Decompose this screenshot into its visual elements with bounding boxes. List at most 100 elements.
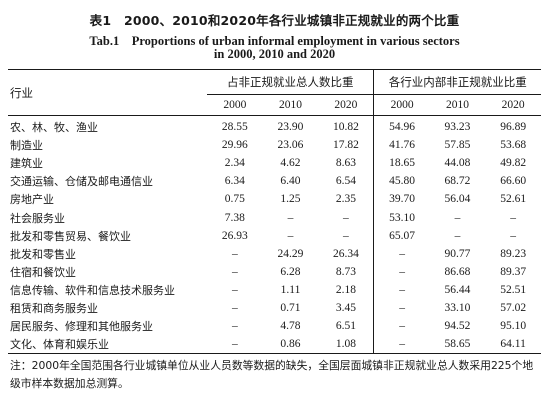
employment-table: 行业 占非正规就业总人数比重 各行业内部非正规就业比重 2000 2010 20… bbox=[8, 69, 541, 355]
value-cell: 53.10 bbox=[373, 208, 430, 227]
value-cell: 4.78 bbox=[280, 320, 301, 333]
value-cell: 2.34 bbox=[224, 157, 245, 170]
value-cell: 95.10 bbox=[500, 320, 527, 333]
table-row: 租赁和商务服务业 – 0.71 3.45 – 33.10 57.02 bbox=[8, 298, 541, 318]
value-cell: – bbox=[373, 317, 430, 336]
value-cell: 3.45 bbox=[335, 301, 356, 314]
value-cell: 2.35 bbox=[335, 193, 356, 206]
value-cell: 18.65 bbox=[373, 154, 430, 173]
value-cell: 8.73 bbox=[335, 265, 356, 278]
value-cell: 58.65 bbox=[429, 335, 486, 355]
table-row: 建筑业 2.34 4.62 8.63 18.65 44.08 49.82 bbox=[8, 154, 541, 173]
table-row: 批发和零售贸易、餐饮业 26.93 – – 65.07 – – bbox=[8, 226, 541, 245]
value-cell: 68.72 bbox=[444, 175, 471, 188]
industry-name: 建筑业 bbox=[10, 157, 43, 171]
value-cell: – bbox=[207, 335, 263, 355]
value-cell: 8.63 bbox=[335, 157, 356, 170]
value-cell: 26.93 bbox=[221, 229, 248, 242]
table-row: 批发和零售业 – 24.29 26.34 – 90.77 89.23 bbox=[8, 244, 541, 263]
table-row: 文化、体育和娱乐业 –0.86 1.08–58.65 64.11 bbox=[8, 335, 541, 355]
industry-name: 交通运输、仓储及邮电通信业 bbox=[10, 175, 153, 189]
year-header: 2020 bbox=[318, 94, 374, 116]
value-cell: 26.34 bbox=[332, 247, 359, 260]
value-cell: 39.70 bbox=[373, 190, 430, 209]
value-cell: 65.07 bbox=[373, 226, 430, 245]
value-cell: – bbox=[373, 280, 430, 299]
industry-name: 住宿和餐饮业 bbox=[10, 265, 76, 279]
value-cell: 6.40 bbox=[280, 175, 301, 188]
industry-name: 农、林、牧、渔业 bbox=[10, 121, 98, 135]
value-cell: – bbox=[287, 229, 294, 242]
industry-name: 社会服务业 bbox=[10, 211, 65, 225]
table-title-english-line2: in 2000, 2010 and 2020 bbox=[213, 47, 336, 61]
value-cell: – bbox=[373, 244, 430, 263]
value-cell: 28.55 bbox=[221, 121, 248, 134]
year-header: 2010 bbox=[429, 94, 486, 116]
value-cell: 56.04 bbox=[444, 193, 471, 206]
table-row: 房地产业 0.75 1.25 2.35 39.70 56.04 52.61 bbox=[8, 190, 541, 209]
value-cell: – bbox=[343, 211, 349, 224]
value-cell: 86.68 bbox=[444, 265, 471, 278]
value-cell: 33.10 bbox=[444, 301, 471, 314]
table-row: 农、林、牧、渔业 28.55 23.90 10.82 54.96 93.23 96.89 bbox=[8, 115, 541, 137]
value-cell: 7.38 bbox=[224, 211, 245, 224]
table-row: 信息传输、软件和信息技术服务业 – 1.11 2.18 – 56.44 52.51 bbox=[8, 280, 541, 299]
table-footnote: 注：2000年全国范围各行业城镇单位从业人员数等数据的缺失，全国层面城镇非正规就… bbox=[10, 359, 534, 390]
value-cell: 6.54 bbox=[335, 175, 356, 188]
value-cell: 6.51 bbox=[335, 320, 356, 333]
value-cell: 89.37 bbox=[500, 265, 527, 278]
value-cell: 53.68 bbox=[500, 139, 527, 152]
year-header: 2020 bbox=[485, 94, 541, 116]
value-cell: – bbox=[231, 247, 238, 260]
value-cell: 23.90 bbox=[277, 121, 304, 134]
table-title-english-line1: Tab.1 Proportions of urban informal empl… bbox=[89, 34, 460, 48]
value-cell: 0.75 bbox=[224, 193, 245, 206]
table-row: 居民服务、修理和其他服务业 – 4.78 6.51 – 94.52 95.10 bbox=[8, 317, 541, 336]
industry-name: 制造业 bbox=[10, 139, 43, 153]
value-cell: – bbox=[373, 262, 430, 281]
industry-name: 信息传输、软件和信息技术服务业 bbox=[10, 283, 175, 297]
group-header-share-of-total: 占非正规就业总人数比重 bbox=[207, 69, 374, 95]
value-cell: – bbox=[510, 211, 517, 224]
value-cell: 45.80 bbox=[373, 172, 430, 191]
industry-name: 文化、体育和娱乐业 bbox=[8, 335, 207, 355]
value-cell: 29.96 bbox=[221, 139, 248, 152]
value-cell: 24.29 bbox=[277, 247, 304, 260]
table-body: 农、林、牧、渔业 28.55 23.90 10.82 54.96 93.23 96.89 制造… bbox=[8, 115, 541, 355]
table-row: 交通运输、仓储及邮电通信业 6.34 6.40 6.54 45.80 68.72 66.60 bbox=[8, 172, 541, 191]
value-cell: 10.82 bbox=[332, 121, 359, 134]
value-cell: 94.52 bbox=[444, 320, 471, 333]
value-cell: 1.08 bbox=[318, 335, 374, 355]
value-cell: 93.23 bbox=[444, 121, 471, 134]
value-cell: – bbox=[231, 301, 238, 314]
industry-name: 批发和零售贸易、餐饮业 bbox=[10, 229, 131, 243]
industry-name: 批发和零售业 bbox=[10, 247, 76, 261]
value-cell: 1.25 bbox=[280, 193, 301, 206]
value-cell: 64.11 bbox=[485, 335, 541, 355]
value-cell: 1.11 bbox=[280, 283, 301, 296]
value-cell: 57.85 bbox=[444, 139, 471, 152]
value-cell: 0.86 bbox=[262, 335, 319, 355]
value-cell: 89.23 bbox=[500, 247, 527, 260]
value-cell: – bbox=[510, 229, 517, 242]
value-cell: 49.82 bbox=[500, 157, 527, 170]
group-header-share-within-sector: 各行业内部非正规就业比重 bbox=[373, 69, 541, 95]
year-header: 2010 bbox=[262, 94, 319, 116]
industry-name: 租赁和商务服务业 bbox=[10, 301, 98, 315]
value-cell: – bbox=[231, 283, 238, 296]
value-cell: 23.06 bbox=[277, 139, 304, 152]
value-cell: – bbox=[231, 265, 238, 278]
value-cell: – bbox=[454, 229, 461, 242]
table-row: 制造业 29.96 23.06 17.82 41.76 57.85 53.68 bbox=[8, 136, 541, 155]
value-cell: – bbox=[373, 298, 430, 318]
value-cell: 56.44 bbox=[444, 283, 471, 296]
table-title-chinese: 表1 2000、2010和2020年各行业城镇非正规就业的两个比重 bbox=[89, 13, 460, 28]
value-cell: 6.28 bbox=[280, 265, 301, 278]
value-cell: 6.34 bbox=[224, 175, 245, 188]
value-cell: 66.60 bbox=[500, 175, 527, 188]
value-cell: – bbox=[454, 211, 461, 224]
year-header: 2000 bbox=[207, 94, 263, 116]
value-cell: 96.89 bbox=[500, 121, 527, 134]
industry-name: 居民服务、修理和其他服务业 bbox=[10, 320, 153, 334]
